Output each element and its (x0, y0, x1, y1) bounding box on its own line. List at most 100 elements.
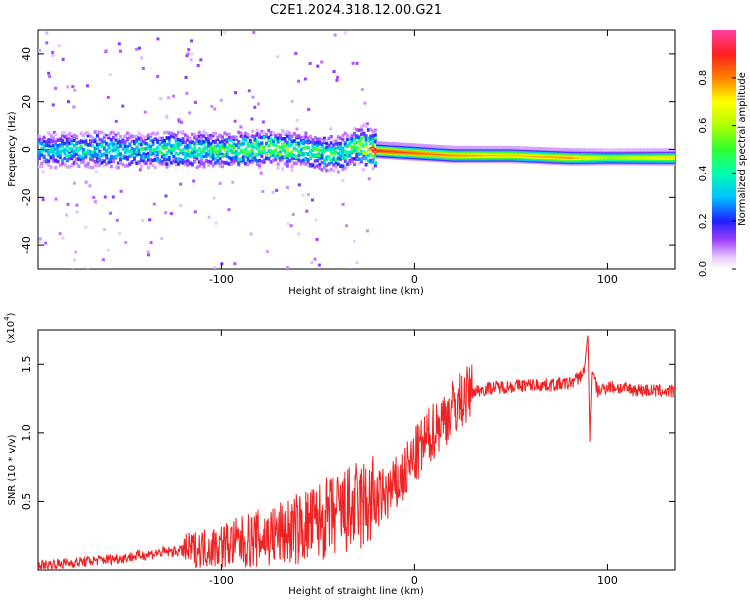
spectrogram-cell (68, 141, 72, 145)
spectrogram-cell (186, 163, 190, 167)
spectrogram-cell (176, 162, 180, 166)
spectrogram-cell (158, 136, 162, 140)
spectrogram-cell (207, 149, 211, 153)
spectrogram-cell (160, 140, 164, 144)
spectrogram-cell (114, 147, 118, 152)
spectrogram-cell (47, 152, 51, 157)
spectrogram-cell (459, 145, 463, 150)
spectrogram-cell (471, 145, 475, 150)
spectrogram-cell (290, 134, 294, 139)
spectrogram-cell (304, 131, 308, 136)
spectrogram-cell (72, 133, 76, 138)
spectrogram-cell (156, 158, 160, 162)
spectrogram-cell (260, 159, 264, 164)
spectrogram-cell (220, 164, 224, 169)
spectrogram-cell (170, 150, 174, 155)
spectrogram-cell (163, 154, 167, 159)
spectrogram-cell (82, 140, 86, 144)
spectrogram-cell (68, 131, 72, 136)
spectrogram-cell (137, 160, 141, 164)
spectrogram-cell (51, 157, 55, 161)
spectrogram-cell (362, 123, 366, 127)
spectrogram-cell (251, 129, 255, 133)
spectrogram-cell (158, 142, 162, 147)
spectrogram-cell (42, 159, 46, 164)
spectrogram-cell (38, 237, 42, 241)
spectrogram-cell (241, 155, 245, 159)
spectrogram-cell (387, 141, 391, 146)
spectrogram-cell (139, 158, 143, 163)
spectrogram-cell (107, 160, 111, 165)
spectrogram-cell (91, 135, 95, 140)
spectrogram-cell (308, 61, 312, 65)
spectrogram-cell (112, 145, 116, 149)
spectrogram-cell (85, 84, 89, 88)
spectrogram-cell (214, 152, 218, 156)
spectrogram-cell (84, 140, 88, 144)
spectrogram-cell (290, 139, 294, 143)
spectrogram-cell (79, 131, 83, 136)
spectrogram-cell (51, 139, 55, 143)
spectrogram-cell (183, 133, 187, 137)
spectrogram-cell (255, 162, 259, 167)
spectrogram-cell (179, 148, 183, 153)
spectrogram-cell (290, 164, 294, 168)
spectrogram-cell (234, 91, 238, 95)
spectrogram-cell (359, 132, 363, 137)
spectrogram-cell (98, 163, 102, 167)
spectrogram-cell (214, 131, 218, 136)
spectrogram-cell (262, 149, 266, 154)
spectrogram-cell (322, 161, 326, 166)
spectrogram-cell (106, 95, 110, 99)
spectrogram-cell (278, 138, 282, 142)
spectrogram-cell (295, 159, 299, 163)
spectrogram-cell (276, 155, 280, 160)
spectrogram-cell (38, 153, 41, 158)
spectrogram-cell (281, 148, 285, 153)
spectrogram-cell (285, 164, 289, 168)
spectrogram-cell (318, 148, 322, 153)
spectrogram-cell (211, 131, 215, 136)
spectrogram-cell (102, 139, 106, 144)
snr-scale-suffix: ) (6, 312, 17, 316)
spectrogram-cell (248, 153, 252, 158)
spectrogram-cell (278, 156, 282, 160)
spectrogram-cell (316, 64, 320, 68)
spectrogram-cell (56, 150, 60, 154)
spectrogram-cell (68, 147, 72, 151)
spectrogram-cell (373, 133, 377, 137)
spectrogram-cell (274, 137, 278, 141)
spectrogram-cell (149, 150, 153, 155)
spectrogram-cell (170, 147, 174, 151)
spectrogram-cell (100, 140, 104, 144)
spectrogram-cell (309, 140, 313, 144)
spectrogram-cell (207, 215, 211, 219)
spectrogram-cell (193, 132, 197, 137)
spectrogram-cell (44, 241, 48, 245)
spectrogram-cell (193, 210, 197, 214)
spectrogram-cell (109, 148, 113, 152)
spectrogram-cell (112, 135, 116, 140)
spectrogram-cell (197, 141, 201, 146)
spectrogram-cell (307, 193, 311, 197)
spectrogram-cell (299, 151, 303, 155)
spectrogram-cell (630, 148, 634, 152)
spectrogram-cell (244, 149, 248, 153)
spectrogram-cell (278, 145, 282, 150)
spectrogram-cell (121, 140, 125, 144)
spectrogram-cell (126, 144, 130, 149)
spectrogram-cell (607, 148, 611, 152)
spectrogram-cell (246, 158, 250, 162)
spectrogram-cell (79, 139, 83, 143)
spectrogram-cell (366, 149, 370, 153)
spectrogram-cell (346, 144, 350, 148)
spectrogram-cell (132, 141, 136, 146)
spectrogram-cell (278, 135, 282, 140)
spectrogram-cell (285, 140, 289, 145)
spectrogram-cell (93, 149, 97, 153)
spectrogram-cell (70, 141, 74, 146)
spectrogram-cell (218, 147, 222, 152)
spectrogram-cell (271, 142, 275, 147)
spectrogram-cell (199, 58, 203, 62)
spectrogram-cell (371, 166, 375, 171)
